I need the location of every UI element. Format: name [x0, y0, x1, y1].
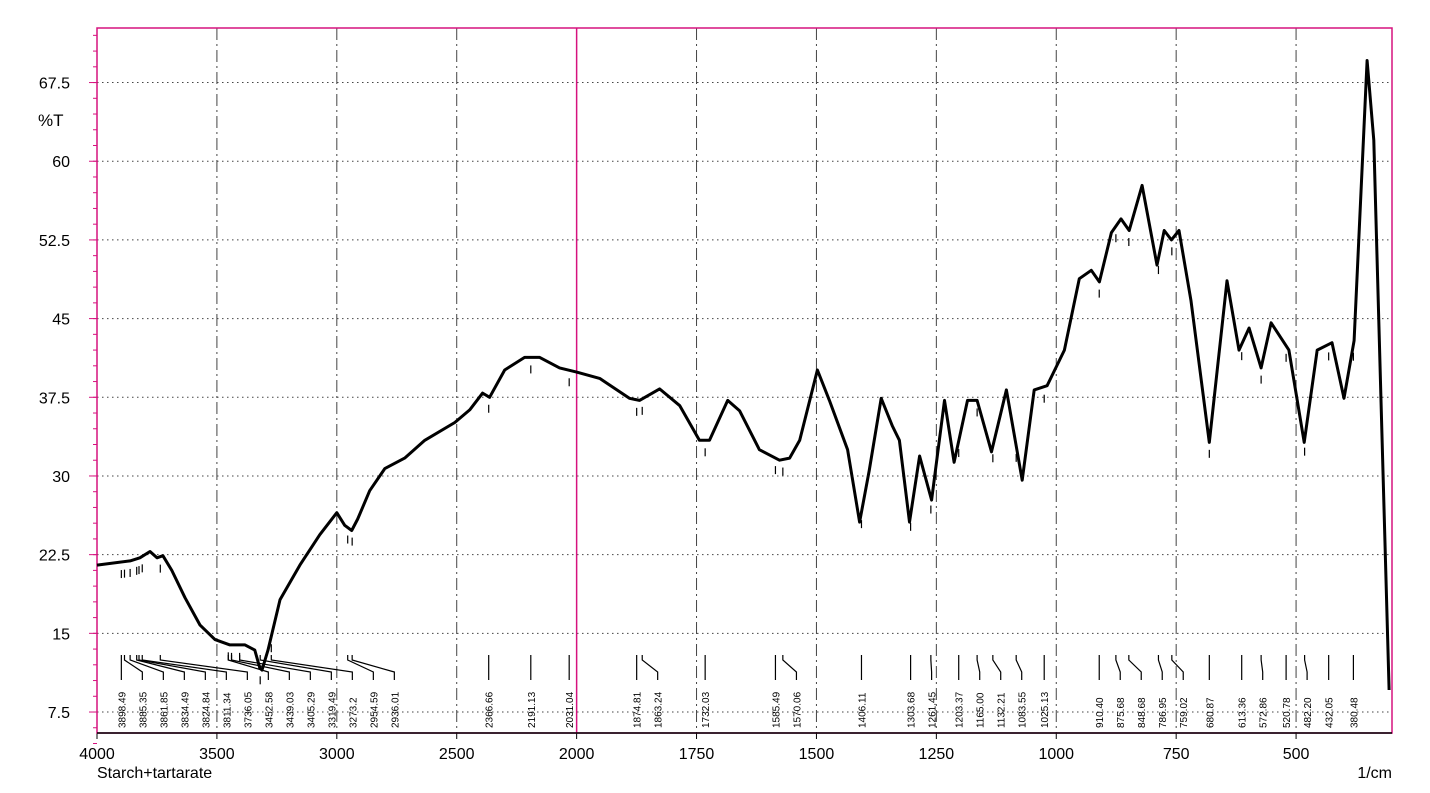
x-axis-label: 1/cm	[1357, 765, 1392, 782]
x-tick-label: 2500	[439, 746, 475, 763]
x-tick-label: 2000	[559, 746, 595, 763]
plot-frame	[96, 27, 1393, 734]
peak-label: 1132.21	[997, 692, 1008, 728]
peak-label: 482.20	[1303, 697, 1314, 728]
peak-label: 1025.13	[1040, 691, 1051, 728]
x-tick-label: 1000	[1038, 746, 1074, 763]
x-tick-label: 4000	[79, 746, 115, 763]
peak-leader	[227, 655, 269, 680]
peak-label: 1303.68	[907, 691, 918, 728]
y-axis-label: %T	[38, 111, 64, 130]
y-tick-label: 45	[52, 312, 70, 329]
x-tick-label: 1750	[679, 746, 715, 763]
peak-leader	[641, 655, 659, 680]
peak-label: 3319.49	[327, 691, 338, 728]
peak-label: 1165.00	[976, 692, 987, 728]
peak-leader	[1304, 655, 1308, 680]
peak-leader	[159, 655, 248, 680]
peak-label: 1863.24	[654, 691, 665, 728]
x-tick-label: 3000	[319, 746, 355, 763]
peak-label: 3736.05	[243, 691, 254, 728]
peak-leader	[1157, 655, 1163, 680]
spectrum-line	[96, 59, 1391, 691]
peak-label: 910.40	[1095, 697, 1106, 728]
y-tick-label: 52.5	[39, 233, 70, 250]
peak-leader	[123, 655, 143, 680]
peak-leader	[230, 655, 290, 680]
peak-label: 1585.49	[771, 691, 782, 728]
peak-label: 1083.55	[1018, 691, 1029, 728]
peak-leader	[1015, 655, 1023, 680]
peak-leader	[976, 655, 981, 680]
y-tick-label: 22.5	[39, 548, 70, 565]
sample-name: Starch+tartarate	[97, 765, 212, 782]
peak-leader	[992, 655, 1002, 680]
peak-label: 2191.13	[527, 691, 538, 728]
peak-label: 3898.49	[117, 691, 128, 728]
peak-label: 680.87	[1205, 697, 1216, 728]
x-tick-label: 3500	[199, 746, 235, 763]
peak-label: 1874.81	[633, 691, 644, 728]
y-tick-label: 67.5	[39, 76, 70, 93]
peak-label: 848.68	[1137, 697, 1148, 728]
x-tick-label: 750	[1163, 746, 1190, 763]
peak-label: 3861.85	[159, 691, 170, 728]
peak-label: 613.36	[1238, 697, 1249, 728]
peak-leader	[1171, 655, 1184, 680]
peak-leader	[1115, 655, 1121, 680]
peak-label: 2031.04	[565, 691, 576, 728]
peak-leader	[259, 655, 332, 680]
peak-label: 520.78	[1282, 697, 1293, 728]
peak-leader	[347, 655, 374, 680]
peak-label: 3405.29	[306, 691, 317, 728]
peak-label: 432.05	[1325, 697, 1336, 728]
peak-leader	[930, 655, 933, 680]
peak-label: 380.48	[1349, 697, 1360, 728]
peak-label: 3824.84	[201, 691, 212, 728]
peak-leader	[239, 655, 311, 680]
y-tick-label: 15	[52, 626, 70, 643]
peak-label: 1406.11	[857, 692, 868, 728]
peak-leader	[129, 655, 164, 680]
peak-label: 3885.35	[138, 691, 149, 728]
peak-label: 3834.49	[180, 691, 191, 728]
peak-label: 1261.45	[928, 691, 939, 728]
peak-label: 3273.2	[348, 697, 359, 728]
peak-leader	[138, 655, 206, 680]
peak-label: 3811.34	[222, 692, 233, 728]
peak-leader	[270, 655, 353, 680]
peak-label: 2954.59	[369, 691, 380, 728]
y-tick-label: 30	[52, 469, 70, 486]
peak-label: 759.02	[1179, 697, 1190, 728]
peak-leader	[141, 655, 227, 680]
y-tick-label: 60	[52, 154, 70, 171]
peak-label: 1570.06	[792, 691, 803, 728]
peak-leader	[782, 655, 798, 680]
peak-leader	[351, 655, 395, 680]
peak-label: 786.95	[1158, 697, 1169, 728]
y-tick-label: 37.5	[39, 390, 70, 407]
peak-leader	[1260, 655, 1264, 680]
peak-leader	[136, 655, 185, 680]
x-tick-label: 1500	[799, 746, 835, 763]
x-tick-label: 500	[1283, 746, 1310, 763]
peak-label: 572.86	[1259, 697, 1270, 728]
peak-leader	[1128, 655, 1142, 680]
peak-label: 2366.66	[485, 691, 496, 728]
peak-label: 2936.01	[390, 691, 401, 728]
x-tick-label: 1250	[919, 746, 955, 763]
peak-label: 1203.37	[955, 691, 966, 728]
peak-label: 1732.03	[701, 691, 712, 728]
y-tick-label: 7.5	[48, 705, 70, 722]
peak-label: 3452.58	[264, 691, 275, 728]
peak-label: 875.68	[1116, 697, 1127, 728]
peak-label: 3439.03	[285, 691, 296, 728]
